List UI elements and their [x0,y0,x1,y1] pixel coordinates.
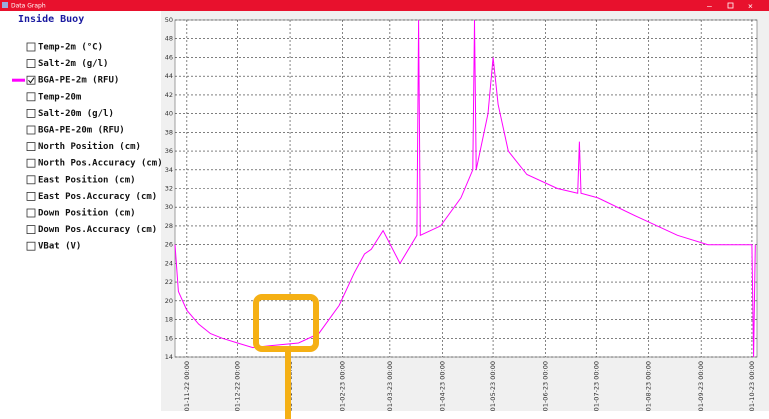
x-tick-label: 01-09-23 00:00 [697,361,705,411]
series-option: East Position (cm) [38,174,136,185]
y-tick-label: 22 [165,278,173,286]
y-tick-label: 44 [165,72,173,80]
series-option: Temp-2m (°C) [38,43,103,53]
y-tick-label: 42 [165,91,173,99]
series-option: Salt-20m (g/l) [38,109,114,119]
data-line [174,19,756,358]
y-tick-label: 48 [165,35,173,43]
y-tick-label: 46 [165,53,173,61]
series-option: Down Pos.Accuracy (cm) [38,225,157,235]
x-tick-label: 01-11-22 00:00 [183,361,191,411]
series-option: Temp-20m [38,92,82,102]
series-option: VBat (V) [38,242,81,252]
maximize-button[interactable] [727,2,734,9]
y-tick-label: 28 [165,222,173,230]
close-button[interactable]: ✕ [748,2,753,11]
plot-area [174,19,758,358]
x-tick-label: 01-05-23 00:00 [489,361,497,411]
y-tick-label: 34 [165,166,173,174]
checkbox[interactable] [26,241,36,251]
checkbox[interactable] [26,109,36,118]
y-tick-label: 32 [165,185,173,193]
checkbox[interactable] [26,125,36,135]
x-tick-label: 01-06-23 00:00 [542,361,550,411]
y-tick-label: 26 [165,241,173,249]
checkbox[interactable] [26,59,36,68]
y-tick-label: 14 [165,353,173,361]
x-tick-label: 01-08-23 00:00 [645,361,653,411]
y-tick-label: 38 [165,128,173,136]
y-tick-label: 40 [165,110,173,118]
checkbox[interactable] [26,191,36,201]
checkbox[interactable] [26,92,36,102]
y-tick-label: 30 [165,203,173,211]
y-tick-label: 16 [165,334,173,342]
series-option: Down Position (cm) [38,208,136,219]
checkbox[interactable] [26,142,36,152]
window-title: Data Graph [11,3,46,10]
y-tick-label: 18 [165,316,173,324]
y-tick-label: 20 [165,297,173,305]
series-option: Salt-2m (g/l) [38,59,108,69]
highlight-box [253,294,319,352]
x-tick-label: 01-07-23 00:00 [592,361,600,411]
series-option: North Pos.Accuracy (cm) [38,159,163,169]
checkbox[interactable] [26,175,36,185]
series-option: East Pos.Accuracy (cm) [38,192,157,202]
x-tick-label: 01-10-23 00:00 [748,361,756,411]
check-mark [28,77,35,84]
checkbox[interactable] [26,75,36,85]
x-tick-label: 01-02-23 00:00 [338,361,346,411]
x-tick-label: 01-03-23 00:00 [386,361,394,411]
y-tick-label: 24 [165,259,173,267]
x-tick-label: 01-04-23 00:00 [438,361,446,411]
x-tick-label: 01-12-22 00:00 [234,361,242,411]
y-tick-label: 36 [165,147,173,155]
checkbox[interactable] [26,225,36,235]
y-tick-label: 50 [165,16,173,24]
checkbox[interactable] [26,208,36,218]
title-bar [0,0,769,11]
sidebar-heading: Inside Buoy [18,13,84,25]
series-option: North Position (cm) [38,141,141,152]
checkbox[interactable] [26,42,36,52]
series-option: BGA-PE-2m (RFU) [38,76,119,86]
series-option: BGA-PE-20m (RFU) [38,126,125,136]
app-icon [2,2,8,8]
minimize-button[interactable]: – [707,2,712,11]
checkbox[interactable] [26,158,36,168]
